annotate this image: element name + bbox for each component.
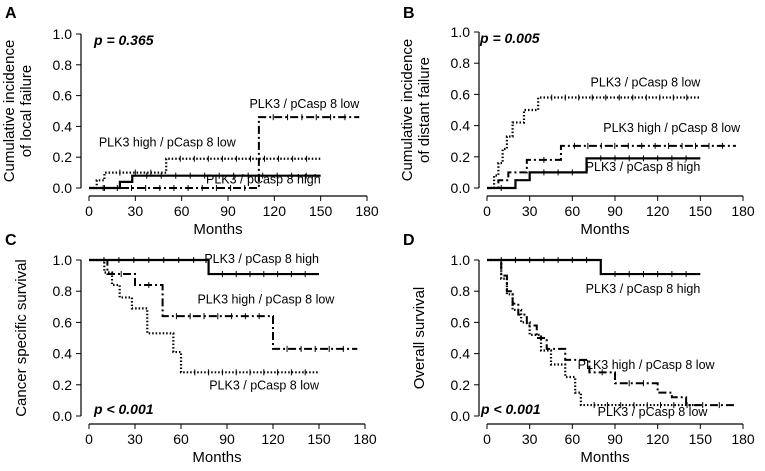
x-axis-label: Months bbox=[192, 449, 241, 466]
y-tick-label: 0.2 bbox=[53, 377, 73, 393]
p-value: p = 0.005 bbox=[479, 30, 540, 46]
y-tick-label: 0.0 bbox=[53, 180, 73, 196]
panel-letter: B bbox=[403, 5, 415, 22]
y-tick-label: 0.6 bbox=[451, 86, 471, 102]
y-tick-label: 0.4 bbox=[451, 118, 471, 134]
panel-letter: D bbox=[403, 232, 415, 249]
series-label: PLK3 high / pCasp 8 low bbox=[197, 293, 335, 307]
y-axis-label: Cumulative incidence bbox=[1, 40, 18, 183]
x-tick-label: 0 bbox=[483, 431, 491, 447]
x-tick-label: 90 bbox=[220, 203, 236, 219]
y-tick-label: 0.2 bbox=[53, 149, 73, 165]
p-value: p = 0.365 bbox=[93, 32, 154, 48]
y-tick-label: 1.0 bbox=[451, 24, 471, 40]
series-label: PLK3 / pCasp 8 high bbox=[586, 160, 701, 174]
series-label: PLK3 / pCasp 8 high bbox=[204, 252, 319, 266]
y-axis-label: of local failure bbox=[18, 65, 35, 158]
x-tick-label: 0 bbox=[85, 431, 93, 447]
y-axis-label: Cumulative incidence bbox=[399, 39, 416, 182]
x-tick-label: 150 bbox=[689, 203, 713, 219]
series-label: PLK3 / pCasp 8 low bbox=[249, 97, 360, 111]
x-tick-label: 180 bbox=[731, 431, 755, 447]
panel-letter: A bbox=[5, 5, 17, 22]
x-tick-label: 90 bbox=[607, 431, 623, 447]
y-tick-label: 0.8 bbox=[451, 283, 471, 299]
panel-a: A 0.0 0.2 0.4 0.6 0.8 1.0 0 30 60 90 120 150 180 Month… bbox=[1, 5, 379, 238]
y-axis-label: of distant failure bbox=[416, 57, 433, 163]
x-tick-label: 180 bbox=[731, 203, 755, 219]
y-tick-label: 0.0 bbox=[451, 408, 471, 424]
y-tick-label: 1.0 bbox=[53, 252, 73, 268]
y-tick-label: 0.6 bbox=[53, 314, 73, 330]
y-tick-label: 0.6 bbox=[451, 314, 471, 330]
y-tick-label: 0.8 bbox=[53, 283, 73, 299]
series-label: PLK3 high / pCasp 8 low bbox=[99, 135, 237, 149]
y-tick-label: 0.4 bbox=[451, 346, 471, 362]
series-label: PLK3 / pCasp 8 high bbox=[586, 282, 701, 296]
panel-letter: C bbox=[5, 232, 17, 249]
panel-d: D 0.0 0.2 0.4 0.6 0.8 1.0 0 30 60 90 120 150 180 Month… bbox=[403, 232, 755, 466]
y-tick-label: 1.0 bbox=[451, 252, 471, 268]
y-tick-label: 0.0 bbox=[451, 180, 471, 196]
x-axis-label: Months bbox=[193, 221, 242, 238]
y-axis-label: Overall survival bbox=[411, 287, 428, 390]
x-tick-label: 150 bbox=[309, 203, 333, 219]
series-line-dotted bbox=[89, 258, 319, 374]
panel-c: C 0.0 0.2 0.4 0.6 0.8 1.0 0 30 60 90 120 150 180 Month… bbox=[5, 232, 377, 466]
x-tick-label: 60 bbox=[565, 203, 581, 219]
series-label: PLK3 high / pCasp 8 low bbox=[603, 121, 741, 135]
y-tick-label: 1.0 bbox=[53, 26, 73, 42]
x-tick-label: 0 bbox=[483, 203, 491, 219]
x-tick-label: 180 bbox=[355, 203, 379, 219]
x-tick-label: 120 bbox=[646, 431, 670, 447]
y-tick-label: 0.2 bbox=[451, 377, 471, 393]
x-axis-label: Months bbox=[580, 449, 629, 466]
y-axis-label: Cancer specific survival bbox=[13, 259, 30, 417]
series-line-dotted bbox=[487, 258, 701, 407]
series-label: PLK3 / pCasp 8 high bbox=[206, 172, 321, 186]
series-line-solid bbox=[487, 157, 701, 190]
y-tick-label: 0.6 bbox=[53, 88, 73, 104]
x-tick-label: 60 bbox=[173, 431, 189, 447]
x-tick-label: 150 bbox=[689, 431, 713, 447]
x-tick-label: 120 bbox=[261, 431, 285, 447]
x-tick-label: 30 bbox=[128, 203, 144, 219]
x-axis-label: Months bbox=[580, 221, 629, 238]
x-tick-label: 150 bbox=[307, 431, 331, 447]
x-tick-label: 30 bbox=[522, 203, 538, 219]
x-tick-label: 0 bbox=[85, 203, 93, 219]
y-tick-label: 0.4 bbox=[53, 346, 73, 362]
x-tick-label: 60 bbox=[565, 431, 581, 447]
x-tick-label: 90 bbox=[219, 431, 235, 447]
panel-b: B 0.0 0.2 0.4 0.6 0.8 1.0 0 30 60 90 120 150 180 Month… bbox=[399, 5, 755, 238]
series-label: PLK3 / pCasp 8 low bbox=[598, 405, 709, 419]
p-value: p < 0.001 bbox=[93, 401, 154, 417]
y-tick-label: 0.4 bbox=[53, 118, 73, 134]
series-line-solid bbox=[89, 174, 321, 190]
y-tick-label: 0.8 bbox=[53, 57, 73, 73]
series-label: PLK3 / pCasp 8 low bbox=[209, 378, 320, 392]
series-line-dotted bbox=[487, 96, 701, 190]
x-tick-label: 30 bbox=[127, 431, 143, 447]
series-line-solid bbox=[487, 258, 701, 276]
y-tick-label: 0.0 bbox=[53, 408, 73, 424]
x-tick-label: 180 bbox=[353, 431, 377, 447]
series-line-dashdot bbox=[487, 259, 736, 407]
series-label: PLK3 / pCasp 8 low bbox=[591, 76, 702, 90]
x-tick-label: 120 bbox=[646, 203, 670, 219]
series-label: PLK3 high / pCasp 8 low bbox=[578, 358, 716, 372]
x-tick-label: 60 bbox=[174, 203, 190, 219]
y-tick-label: 0.8 bbox=[451, 55, 471, 71]
x-tick-label: 90 bbox=[607, 203, 623, 219]
y-tick-label: 0.2 bbox=[451, 149, 471, 165]
x-tick-label: 120 bbox=[263, 203, 287, 219]
p-value: p < 0.001 bbox=[480, 401, 541, 417]
x-tick-label: 30 bbox=[522, 431, 538, 447]
